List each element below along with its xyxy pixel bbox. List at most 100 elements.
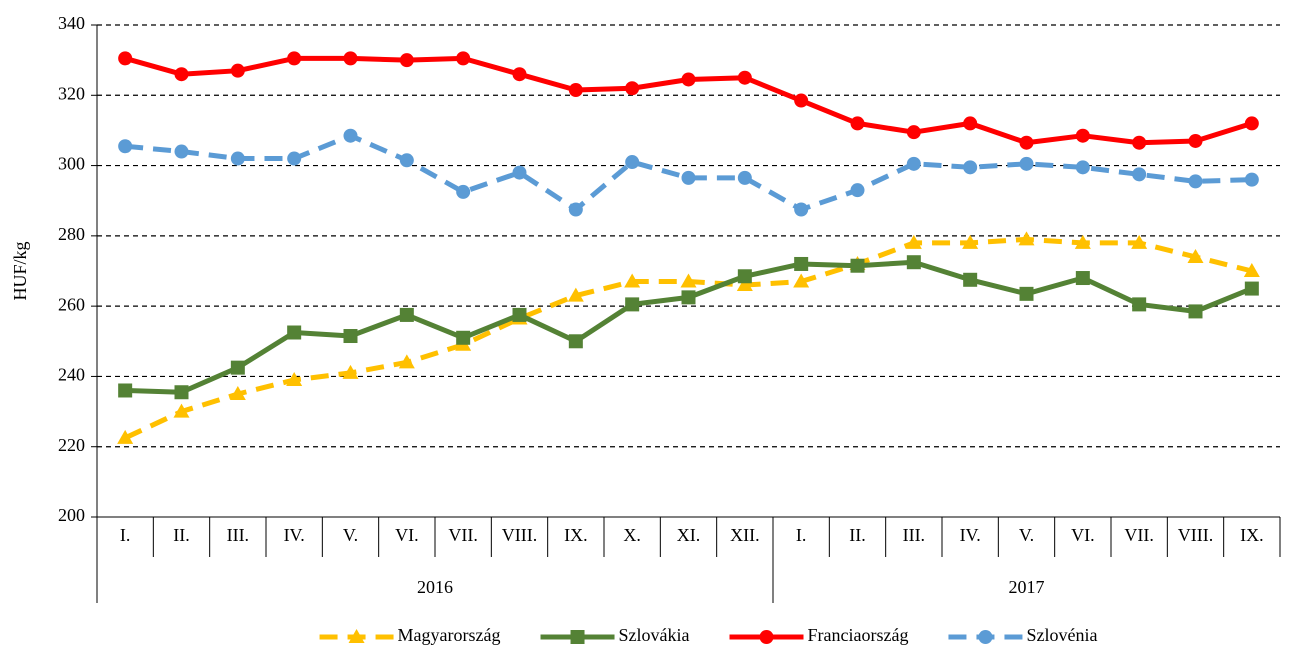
- point: [1188, 133, 1203, 148]
- point: [906, 255, 921, 270]
- point: [173, 403, 190, 418]
- point: [287, 325, 302, 340]
- x-tick-label: I.: [120, 525, 131, 545]
- marker: [570, 630, 585, 644]
- point: [1019, 135, 1034, 150]
- marker: [759, 630, 774, 644]
- point: [625, 155, 640, 170]
- point: [1075, 160, 1090, 175]
- point: [174, 385, 189, 400]
- point: [794, 93, 809, 108]
- point: [229, 386, 246, 400]
- point: [398, 354, 415, 369]
- point: [230, 360, 245, 375]
- point: [625, 297, 640, 312]
- legend-item: Magyarország: [319, 625, 501, 645]
- legend-item: Szlovénia: [948, 625, 1097, 645]
- point: [1132, 297, 1147, 312]
- point: [1019, 156, 1034, 171]
- x-tick-label: V.: [343, 525, 358, 545]
- point: [1188, 304, 1203, 319]
- point: [850, 183, 865, 198]
- point: [286, 371, 303, 386]
- point: [118, 383, 133, 398]
- x-tick-label: II.: [173, 525, 190, 545]
- point: [118, 51, 133, 66]
- point: [399, 53, 414, 68]
- point: [399, 307, 414, 322]
- point: [906, 125, 921, 140]
- point: [681, 72, 696, 87]
- point: [963, 116, 978, 131]
- point: [1074, 234, 1091, 249]
- point: [287, 51, 302, 66]
- point: [680, 273, 697, 288]
- x-tick-label: VII.: [1124, 525, 1154, 545]
- point: [737, 269, 752, 284]
- point: [1075, 271, 1090, 286]
- point: [568, 202, 583, 217]
- x-tick-label: VIII.: [502, 525, 537, 545]
- point: [512, 307, 527, 322]
- point: [681, 290, 696, 305]
- y-tick-label: 200: [58, 505, 85, 525]
- point: [1132, 135, 1147, 150]
- point: [567, 287, 584, 302]
- point: [1244, 172, 1259, 187]
- point: [624, 273, 641, 288]
- point: [681, 170, 696, 185]
- marker: [348, 629, 365, 643]
- y-tick-label: 340: [58, 13, 85, 33]
- point: [512, 165, 527, 180]
- point: [1187, 248, 1204, 263]
- group-label: 2016: [417, 577, 453, 597]
- x-tick-label: VI.: [1071, 525, 1095, 545]
- point: [343, 329, 358, 344]
- point: [343, 128, 358, 143]
- x-tick-label: II.: [849, 525, 866, 545]
- point: [736, 277, 753, 292]
- y-tick-label: 260: [58, 294, 85, 314]
- point: [1075, 128, 1090, 143]
- x-tick-label: IV.: [284, 525, 305, 545]
- point: [343, 51, 358, 66]
- legend-label: Franciaország: [808, 625, 909, 645]
- point: [342, 364, 359, 379]
- point: [963, 272, 978, 287]
- x-tick-label: I.: [796, 525, 807, 545]
- y-tick-label: 220: [58, 435, 85, 455]
- x-tick-label: IX.: [1240, 525, 1264, 545]
- point: [568, 334, 583, 349]
- point: [456, 330, 471, 345]
- x-tick-label: IV.: [960, 525, 981, 545]
- x-tick-label: XI.: [677, 525, 701, 545]
- point: [1244, 281, 1259, 296]
- point: [117, 429, 134, 444]
- x-tick-label: VIII.: [1178, 525, 1213, 545]
- point: [794, 256, 809, 271]
- point: [230, 63, 245, 78]
- point: [737, 170, 752, 185]
- point: [963, 160, 978, 175]
- point: [625, 81, 640, 96]
- point: [1131, 234, 1148, 249]
- x-tick-label: III.: [227, 525, 249, 545]
- point: [1132, 167, 1147, 182]
- point: [1019, 286, 1034, 301]
- x-tick-label: VII.: [448, 525, 478, 545]
- legend-item: Szlovákia: [540, 625, 690, 645]
- series-line: [124, 133, 1252, 212]
- x-tick-label: XII.: [730, 525, 760, 545]
- y-tick-label: 320: [58, 83, 85, 103]
- point: [118, 139, 133, 154]
- point: [850, 116, 865, 131]
- x-tick-label: X.: [623, 525, 641, 545]
- point: [1244, 116, 1259, 131]
- point: [906, 156, 921, 171]
- point: [512, 67, 527, 82]
- point: [793, 273, 810, 288]
- point: [1243, 263, 1260, 277]
- y-tick-label: 240: [58, 365, 85, 385]
- legend-label: Szlovénia: [1026, 625, 1097, 645]
- marker: [978, 630, 993, 644]
